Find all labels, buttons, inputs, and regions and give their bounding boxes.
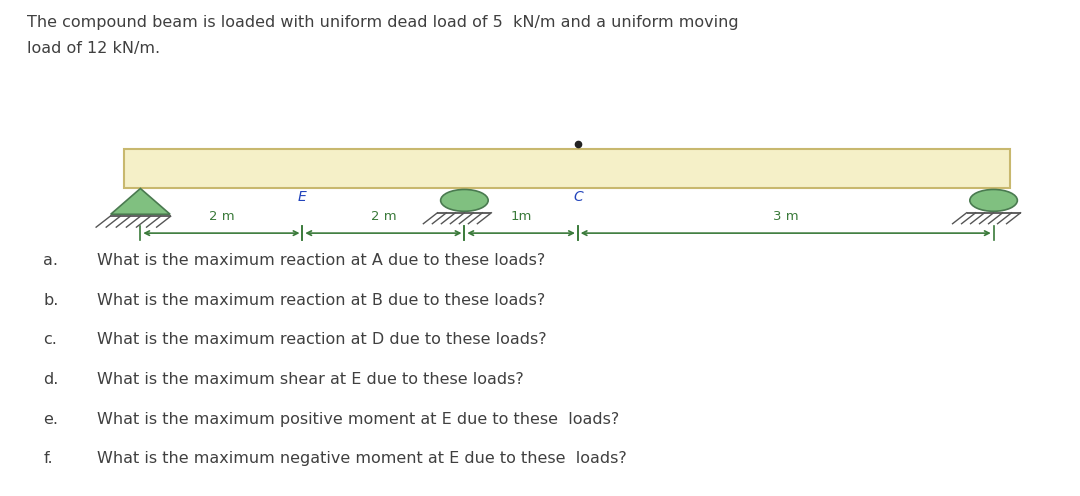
Text: load of 12 kN/m.: load of 12 kN/m.	[27, 41, 160, 56]
Circle shape	[970, 189, 1017, 211]
Text: a.: a.	[43, 253, 58, 268]
Text: What is the maximum reaction at D due to these loads?: What is the maximum reaction at D due to…	[97, 332, 546, 347]
Text: E: E	[298, 190, 307, 204]
Text: C: C	[572, 190, 583, 204]
Text: 3 m: 3 m	[773, 210, 798, 223]
Text: What is the maximum positive moment at E due to these  loads?: What is the maximum positive moment at E…	[97, 412, 620, 427]
Text: D: D	[988, 190, 999, 204]
Text: What is the maximum reaction at A due to these loads?: What is the maximum reaction at A due to…	[97, 253, 545, 268]
Text: d.: d.	[43, 372, 58, 387]
Text: A: A	[136, 190, 145, 204]
Text: e.: e.	[43, 412, 58, 427]
Text: What is the maximum negative moment at E due to these  loads?: What is the maximum negative moment at E…	[97, 451, 627, 466]
Text: What is the maximum reaction at B due to these loads?: What is the maximum reaction at B due to…	[97, 293, 545, 308]
Circle shape	[441, 189, 488, 211]
Text: 2 m: 2 m	[208, 210, 234, 223]
Bar	[124, 149, 1010, 188]
Text: 2 m: 2 m	[370, 210, 396, 223]
Text: b.: b.	[43, 293, 58, 308]
Text: B: B	[460, 190, 469, 204]
Polygon shape	[111, 188, 171, 214]
Text: c.: c.	[43, 332, 57, 347]
Text: What is the maximum shear at E due to these loads?: What is the maximum shear at E due to th…	[97, 372, 524, 387]
Text: f.: f.	[43, 451, 53, 466]
Text: The compound beam is loaded with uniform dead load of 5  kN/m and a uniform movi: The compound beam is loaded with uniform…	[27, 15, 739, 30]
Text: 1m: 1m	[511, 210, 531, 223]
